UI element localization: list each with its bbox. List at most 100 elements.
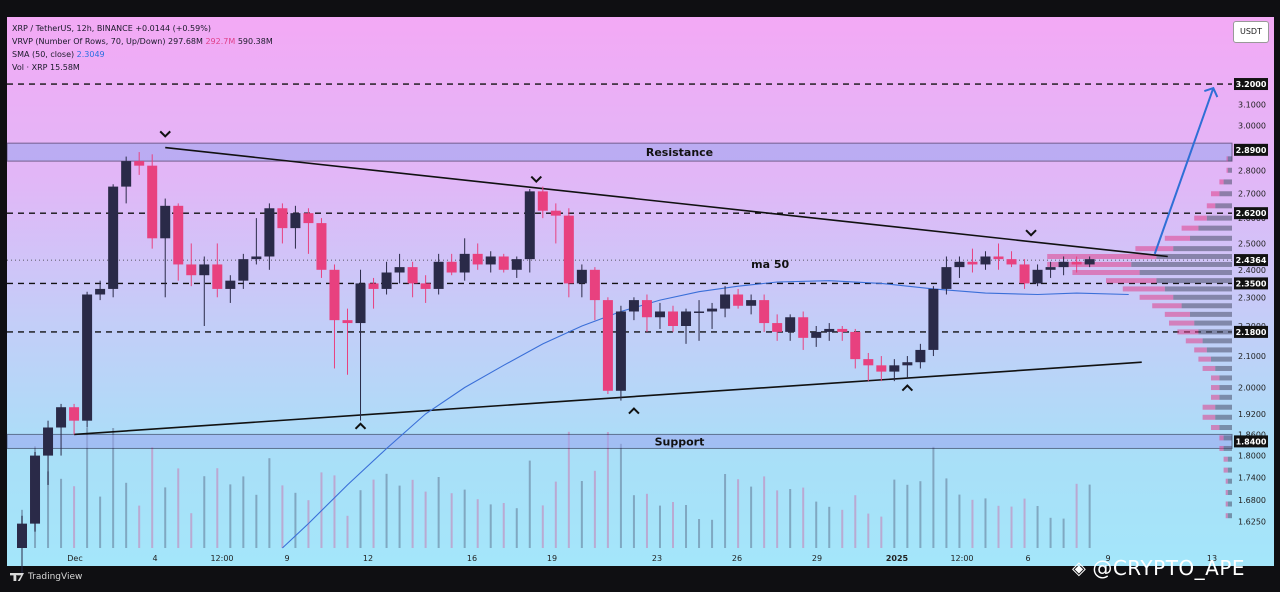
candle-body (355, 283, 366, 324)
profile-bar-down (1198, 356, 1211, 362)
profile-bar-up (1190, 235, 1232, 241)
profile-bar-up (1190, 311, 1232, 317)
price-label: 2.4364 (1236, 256, 1267, 265)
currency-button[interactable]: USDT (1233, 21, 1269, 43)
profile-bar-up (1227, 167, 1232, 173)
candle-body (967, 261, 978, 265)
profile-bar-up (1227, 490, 1232, 496)
candle-body (368, 283, 379, 289)
volume-bar (60, 478, 63, 548)
profile-bar-up (1198, 225, 1232, 231)
candle-body (446, 261, 457, 273)
profile-bar-up (1223, 435, 1232, 441)
candle-body (941, 267, 952, 289)
profile-bar-up (1215, 365, 1232, 371)
profile-bar-down (1211, 191, 1220, 197)
profile-bar-up (1227, 156, 1232, 162)
legend-vol[interactable]: Vol · XRP (12, 63, 48, 72)
x-tick-label: 16 (467, 554, 477, 563)
legend-vrvp[interactable]: VRVP (Number Of Rows, 70, Up/Down) (12, 37, 166, 46)
x-tick-label: 13 (1207, 554, 1217, 563)
price-axis: 3.10003.00002.90002.80002.70002.60002.50… (1234, 78, 1268, 527)
chart-area[interactable] (7, 17, 1274, 566)
profile-bar-up (1219, 375, 1232, 381)
volume-bars (21, 428, 1091, 548)
legend-sma[interactable]: SMA (50, close) (12, 50, 75, 59)
arrow-head-icon (1204, 86, 1219, 98)
volume-bar (125, 482, 128, 548)
y-tick-label: 2.1000 (1238, 352, 1266, 361)
price-label-box (1234, 435, 1268, 448)
profile-bar-down (1225, 478, 1228, 484)
candle-body (537, 191, 548, 211)
x-tick-label: 9 (284, 554, 289, 563)
candle-body (902, 362, 913, 366)
legend-symbol[interactable]: XRP / TetherUS, 12h, BINANCE (12, 24, 133, 33)
candle-body (290, 213, 301, 229)
volume-bar (47, 471, 50, 548)
candle-body (121, 161, 132, 187)
volume-bar (1075, 483, 1078, 548)
profile-bar-down (1226, 167, 1228, 173)
zone-label-support: Support (655, 435, 705, 448)
volume-bar (229, 484, 232, 548)
volume-bar (177, 468, 180, 548)
profile-bar-down (1219, 445, 1224, 451)
candle-body (511, 259, 522, 270)
volume-bar (450, 493, 453, 548)
legend-sma-line: SMA (50, close) 2.3049 (12, 48, 273, 61)
volume-bar (854, 495, 857, 548)
x-tick-label: 12 (363, 554, 373, 563)
profile-bar-down (1223, 456, 1228, 462)
chevron-up-icon (628, 407, 640, 415)
profile-bar-down (1211, 425, 1220, 431)
candle-body (993, 256, 1004, 260)
candle-body (720, 294, 731, 309)
price-label-box (1234, 207, 1268, 220)
candle-body (785, 317, 796, 332)
y-tick-label: 2.8000 (1238, 166, 1266, 175)
profile-bar-down (1169, 320, 1195, 326)
y-tick-label: 3.0000 (1238, 122, 1266, 131)
volume-bar (151, 447, 154, 548)
legend-vrvp-total: 590.38M (237, 37, 273, 46)
legend-sma-value: 2.3049 (76, 50, 105, 59)
profile-bar-down (1219, 435, 1224, 441)
volume-bar (567, 431, 570, 548)
profile-bar-up (1206, 347, 1232, 353)
tradingview-logo[interactable]: TradingView (10, 572, 82, 582)
y-tick-label: 1.6250 (1238, 518, 1266, 527)
profile-bar-down (1152, 303, 1182, 309)
y-tick-label: 1.6800 (1238, 496, 1266, 505)
volume-bar (1088, 484, 1091, 548)
profile-bar-down (1122, 286, 1165, 292)
candle-body (1084, 259, 1095, 265)
profile-bar-down (1194, 215, 1207, 221)
candle-body (134, 161, 145, 166)
legend-change: +0.0144 (+0.59%) (135, 24, 211, 33)
volume-bar (333, 475, 336, 548)
candle-body (563, 215, 574, 284)
profile-bar-down (1226, 156, 1228, 162)
volume-bar (880, 516, 883, 548)
profile-bar-down (1225, 490, 1228, 496)
x-tick-label: 9 (1105, 554, 1110, 563)
profile-bar-up (1227, 456, 1232, 462)
y-tick-label: 2.4000 (1238, 266, 1266, 275)
trendline-upper (165, 146, 1168, 258)
chevron-up-icon (354, 422, 367, 430)
zone-resistance (6, 142, 1233, 162)
volume-bar (385, 473, 388, 548)
candle-body (433, 261, 444, 289)
candle-body (407, 267, 418, 284)
zone-support (6, 433, 1233, 449)
volume-bar (645, 493, 648, 548)
profile-bar-up (1206, 215, 1232, 221)
diamond-logo-icon: ◈ (1072, 557, 1087, 579)
volume-bar (1023, 498, 1026, 548)
y-tick-label: 2.7000 (1238, 190, 1266, 199)
profile-bar-down (1135, 246, 1174, 252)
volume-bar (958, 494, 961, 548)
candle-body (342, 320, 353, 324)
